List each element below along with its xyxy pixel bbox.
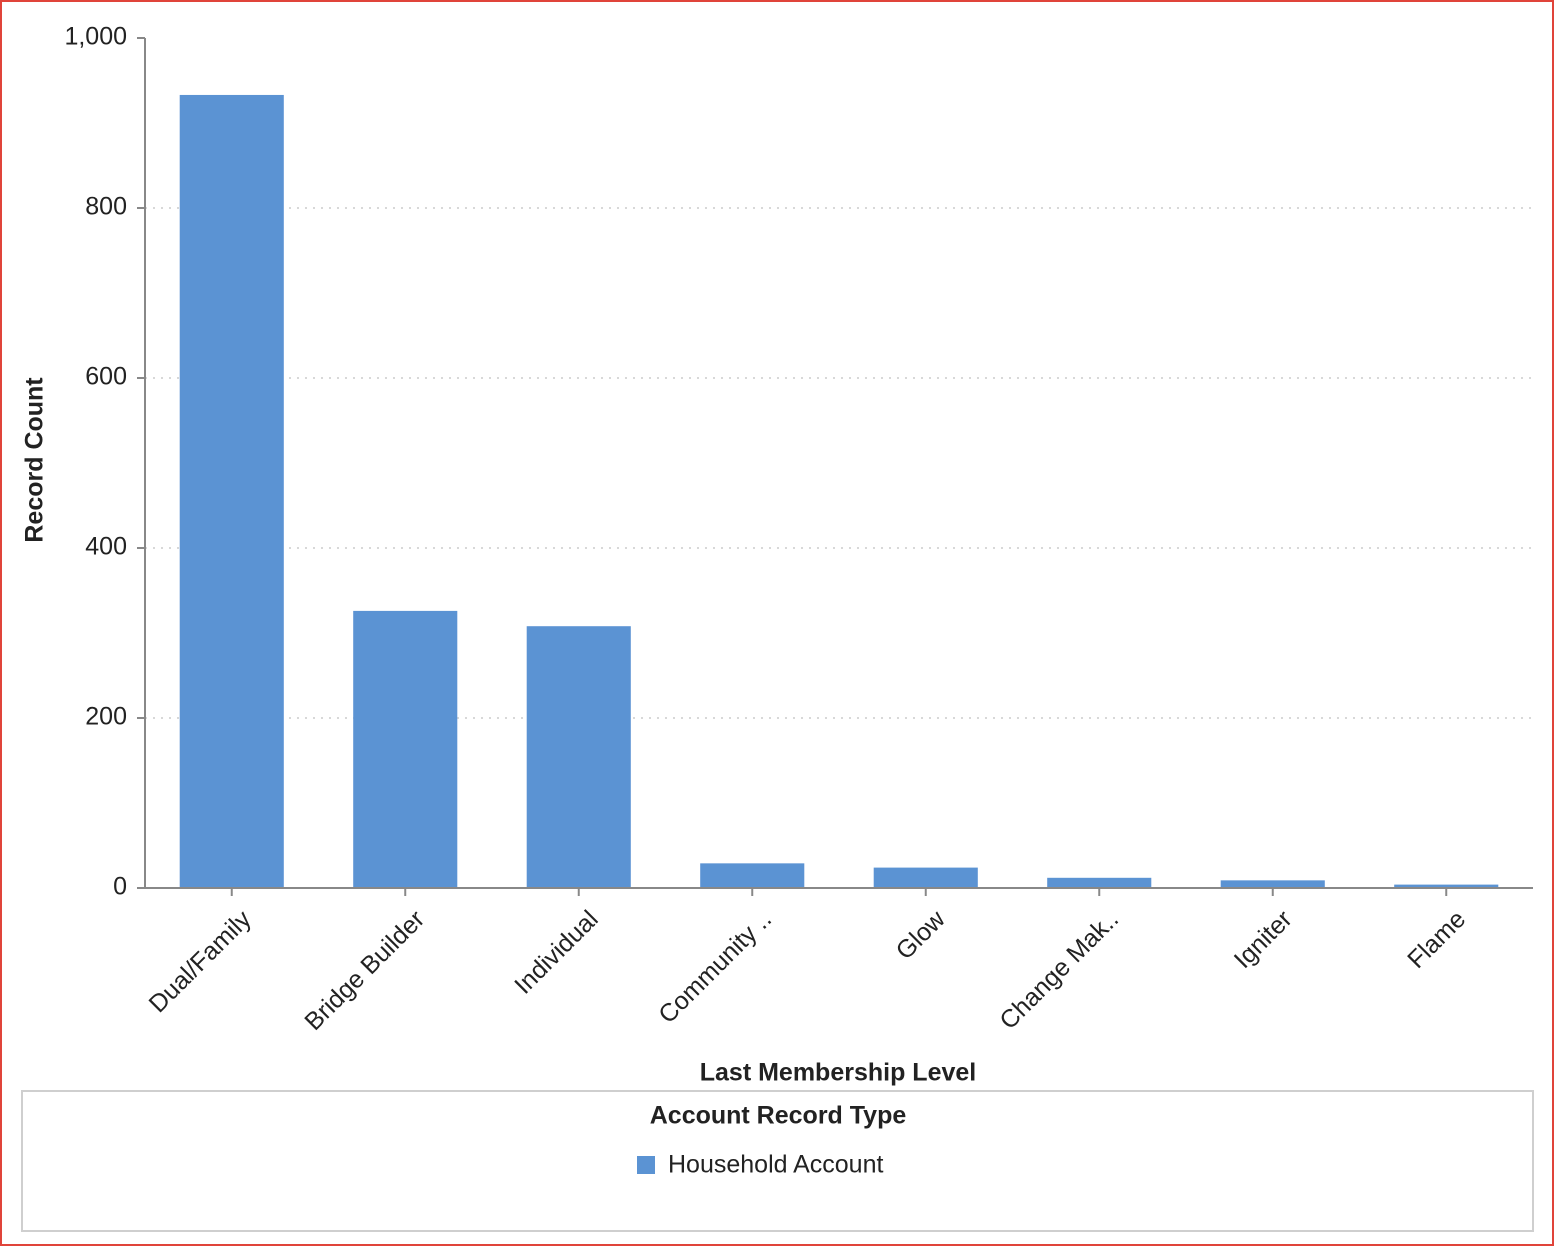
bar (179, 94, 284, 888)
y-tick-label: 1,000 (64, 23, 127, 51)
y-axis-title: Record Count (21, 377, 49, 543)
y-tick-label: 200 (85, 703, 127, 731)
bar (526, 626, 631, 888)
bar (700, 863, 805, 888)
y-tick-label: 800 (85, 193, 127, 221)
bar (1394, 884, 1499, 888)
x-axis-title: Last Membership Level (700, 1059, 976, 1087)
legend-title: Account Record Type (650, 1102, 907, 1130)
bar (353, 610, 458, 888)
bar (1047, 877, 1152, 888)
y-tick-label: 0 (113, 873, 127, 901)
legend-label: Household Account (668, 1151, 883, 1179)
legend-swatch (637, 1156, 655, 1174)
bar (1220, 880, 1325, 888)
y-tick-label: 600 (85, 363, 127, 391)
y-tick-label: 400 (85, 533, 127, 561)
legend-box (21, 1090, 1534, 1232)
bar (873, 867, 978, 888)
